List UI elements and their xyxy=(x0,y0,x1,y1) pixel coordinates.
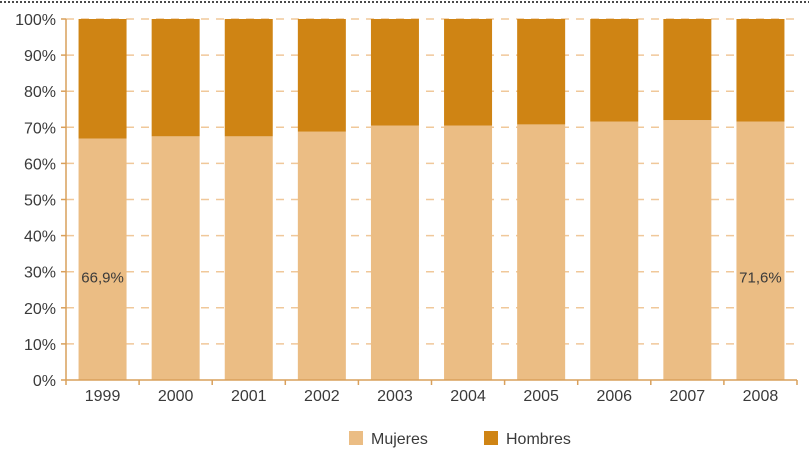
bar-hombres-2002 xyxy=(297,19,346,132)
bar-mujeres-2000 xyxy=(151,136,200,380)
bar-mujeres-2003 xyxy=(370,125,419,381)
bar-mujeres-2005 xyxy=(517,124,566,380)
data-label-2008: 71,6% xyxy=(739,270,782,287)
y-axis-tick-labels: 0% 10% 20% 30% 40% 50% 60% 70% 80% 90% 100% xyxy=(15,12,56,390)
x-tick-label: 2003 xyxy=(377,388,413,405)
x-tick-label: 2004 xyxy=(450,388,486,405)
x-tick-label: 2000 xyxy=(158,388,194,405)
x-tick-label: 2007 xyxy=(670,388,706,405)
bar-hombres-1999 xyxy=(78,19,127,139)
x-tick-label: 2002 xyxy=(304,388,340,405)
data-labels: 66,9% 71,6% xyxy=(81,270,781,287)
bar-hombres-2003 xyxy=(370,19,419,126)
y-tick-label: 20% xyxy=(24,301,56,318)
x-tick-label: 2005 xyxy=(523,388,559,405)
y-tick-label: 90% xyxy=(24,48,56,65)
bar-hombres-2005 xyxy=(517,19,566,125)
y-tick-label: 50% xyxy=(24,193,56,210)
axes xyxy=(61,18,798,385)
x-axis-tick-labels: 1999 2000 2001 2002 2003 2004 2005 2006 2007 2008 xyxy=(85,388,779,405)
bar-mujeres-1999 xyxy=(78,138,127,380)
legend-swatch-mujeres xyxy=(349,431,363,445)
bar-mujeres-2007 xyxy=(663,120,712,380)
data-label-1999: 66,9% xyxy=(81,270,124,287)
bar-mujeres-2002 xyxy=(297,131,346,380)
y-tick-label: 70% xyxy=(24,120,56,137)
bar-hombres-2008 xyxy=(736,19,785,122)
y-tick-label: 10% xyxy=(24,337,56,354)
bar-hombres-2004 xyxy=(444,19,493,126)
x-tick-label: 1999 xyxy=(85,388,121,405)
legend-label-hombres: Hombres xyxy=(506,431,571,448)
bar-mujeres-2004 xyxy=(444,125,493,381)
bar-hombres-2000 xyxy=(151,19,200,137)
y-tick-label: 30% xyxy=(24,265,56,282)
bars xyxy=(78,19,785,381)
bar-mujeres-2001 xyxy=(224,136,273,380)
x-tick-label: 2006 xyxy=(596,388,632,405)
bar-hombres-2001 xyxy=(224,19,273,137)
legend: Mujeres Hombres xyxy=(349,431,571,448)
x-tick-label: 2008 xyxy=(743,388,779,405)
bar-hombres-2007 xyxy=(663,19,712,121)
bar-mujeres-2006 xyxy=(590,121,639,381)
legend-swatch-hombres xyxy=(484,431,498,445)
y-tick-label: 40% xyxy=(24,229,56,246)
bar-hombres-2006 xyxy=(590,19,639,122)
legend-label-mujeres: Mujeres xyxy=(371,431,428,448)
x-tick-label: 2001 xyxy=(231,388,267,405)
bar-mujeres-2008 xyxy=(736,121,785,381)
y-tick-label: 60% xyxy=(24,156,56,173)
y-tick-label: 100% xyxy=(15,12,56,29)
y-tick-label: 80% xyxy=(24,84,56,101)
y-tick-label: 0% xyxy=(33,373,56,390)
